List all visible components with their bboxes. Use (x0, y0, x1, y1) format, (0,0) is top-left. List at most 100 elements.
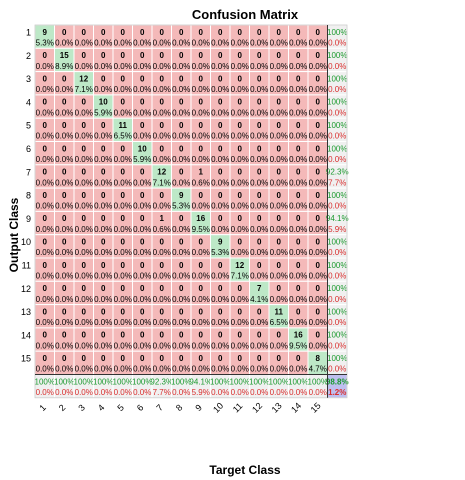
cell-percent: 0.0% (114, 248, 132, 257)
cell-count: 0 (62, 237, 67, 246)
matrix-cell: 00.0% (112, 24, 133, 49)
cell-count: 0 (160, 284, 165, 293)
cell-percent: 0.0% (153, 85, 171, 94)
cell-percent: 0.0% (55, 341, 73, 350)
cell-percent: 0.0% (231, 295, 249, 304)
y-tick-label: 10 (21, 237, 31, 247)
cell-count: 0 (218, 191, 223, 200)
cell-count: 0 (62, 74, 67, 83)
cell-count: 0 (140, 168, 145, 177)
cell-percent: 0.0% (36, 225, 54, 234)
cell-count: 0 (62, 168, 67, 177)
row-summary-cell: 100%0.0% (327, 304, 348, 329)
cell-percent: 0.0% (172, 341, 190, 350)
matrix-cell: 00.0% (288, 210, 309, 236)
row-summary-cell: 100%0.0% (327, 350, 348, 376)
cell-count: 0 (257, 168, 262, 177)
cell-count: 0 (296, 144, 301, 153)
y-tick-label: 11 (22, 260, 31, 270)
cell-percent: 0.0% (55, 178, 73, 187)
col-summary-incorrect: 0.0% (75, 388, 93, 397)
matrix-cell: 00.0% (288, 280, 309, 306)
cell-count: 0 (62, 214, 67, 223)
row-summary-cell: 100%0.0% (327, 327, 348, 352)
matrix-cell: 00.0% (151, 234, 172, 259)
cell-percent: 0.0% (75, 318, 93, 327)
cell-count: 0 (257, 191, 262, 200)
matrix-cell: 00.0% (132, 71, 153, 96)
matrix-cell: 00.0% (210, 210, 231, 236)
cell-percent: 0.0% (231, 132, 249, 141)
matrix-cell: 00.0% (307, 257, 328, 282)
cell-count: 0 (160, 144, 165, 153)
cell-percent: 0.0% (75, 295, 93, 304)
x-tick-label: 10 (211, 401, 225, 415)
cell-percent: 0.0% (172, 272, 190, 281)
matrix-cell: 00.0% (54, 94, 75, 119)
matrix-cell: 00.0% (151, 350, 172, 376)
cell-percent: 0.0% (36, 108, 54, 117)
matrix-cell: 00.0% (171, 94, 192, 119)
matrix-cell: 00.0% (93, 304, 114, 329)
cell-count: 0 (218, 74, 223, 83)
row-summary-correct: 100% (327, 307, 347, 316)
cell-count: 0 (43, 237, 48, 246)
cell-percent: 0.0% (36, 295, 54, 304)
cell-percent: 0.0% (211, 295, 229, 304)
matrix-cell: 00.0% (112, 304, 133, 329)
matrix-cell: 00.0% (112, 47, 133, 73)
cell-count: 0 (82, 98, 87, 107)
matrix-cell: 00.0% (288, 304, 309, 329)
cell-percent: 0.0% (231, 202, 249, 211)
matrix-cell: 7 4.1% (249, 280, 270, 306)
matrix-cell: 00.0% (268, 350, 289, 376)
cell-count: 0 (62, 307, 67, 316)
matrix-cell: 00.0% (132, 257, 153, 282)
cell-count: 10 (99, 98, 108, 107)
cell-percent: 0.0% (36, 318, 54, 327)
x-tick-label: 5 (115, 402, 126, 413)
matrix-cell: 00.0% (249, 304, 270, 329)
col-summary-cell: 100% 0.0% (93, 374, 114, 399)
cell-percent: 0.0% (211, 225, 229, 234)
cell-count: 0 (257, 28, 262, 37)
matrix-cell: 00.0% (210, 350, 231, 376)
matrix-cell: 00.0% (229, 327, 250, 352)
cell-percent: 0.0% (289, 225, 307, 234)
matrix-cell: 12 7.1% (73, 71, 94, 96)
col-summary-cell: 100% 0.0% (73, 374, 94, 399)
matrix-cell: 00.0% (132, 164, 153, 189)
matrix-cell: 00.0% (268, 141, 289, 166)
matrix-cell: 00.0% (210, 24, 231, 49)
col-summary-correct: 92.3% (150, 377, 173, 386)
cell-percent: 0.0% (153, 202, 171, 211)
cell-percent: 0.0% (309, 155, 327, 164)
x-tick-label: 12 (250, 401, 264, 415)
matrix-cell: 00.0% (268, 280, 289, 306)
cell-percent: 0.0% (192, 39, 210, 48)
cell-count: 0 (199, 144, 204, 153)
row-summary-correct: 100% (327, 237, 347, 246)
cell-count: 0 (140, 74, 145, 83)
col-summary-cell: 94.1% 5.9% (189, 374, 212, 399)
cell-count: 0 (101, 354, 106, 363)
cell-percent: 0.0% (75, 39, 93, 48)
cell-count: 0 (277, 168, 282, 177)
cell-percent: 0.0% (75, 248, 93, 257)
cell-count: 0 (160, 98, 165, 107)
cell-count: 0 (140, 191, 145, 200)
cell-count: 0 (277, 261, 282, 270)
cell-count: 0 (43, 331, 48, 340)
cell-percent: 0.0% (192, 248, 210, 257)
cell-percent: 0.0% (55, 318, 73, 327)
matrix-cell: 00.0% (229, 350, 250, 376)
col-summary-correct: 100% (288, 377, 308, 386)
cell-percent: 0.0% (231, 365, 249, 374)
row-summary-cell: 100%0.0% (327, 280, 348, 306)
cell-percent: 0.0% (133, 62, 151, 71)
col-summary-incorrect: 0.0% (211, 388, 229, 397)
matrix-cell: 00.0% (151, 257, 172, 282)
cell-percent: 0.0% (94, 62, 112, 71)
cell-count: 0 (199, 28, 204, 37)
matrix-cell: 00.0% (268, 24, 289, 49)
